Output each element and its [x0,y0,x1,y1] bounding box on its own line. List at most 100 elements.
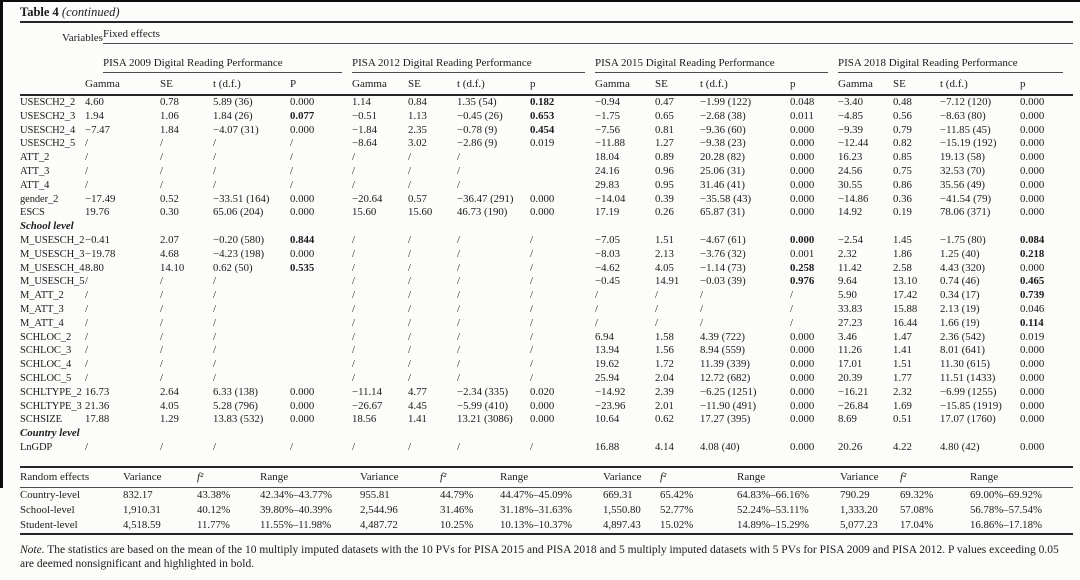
table-cell: 39.80%–40.39% [260,503,332,516]
table-cell: / [160,137,163,150]
table-cell: 0.65 [655,109,674,122]
table-cell: 65.87 (31) [700,206,745,219]
table-cell: 0.000 [1020,192,1045,205]
table-cell: 19.62 [595,358,620,371]
table-cell: 0.084 [1020,233,1045,246]
table-cell: / [408,233,411,246]
scan-edge-top [0,0,1080,2]
table-cell: / [352,247,355,260]
table-cell: 1.94 [85,109,104,122]
table-cell: 0.84 [408,96,427,108]
table-cell: 0.000 [1020,109,1045,122]
table-row: SCHLOC_4 / / / / / / / 19.62 1.72 11.39 (339) 0.000… [20,358,1073,372]
table-cell: / [160,330,163,343]
table-cell: 13.21 (3086) [457,413,513,426]
table-row: M_ATT_4 / / / / / / / / / / / 27.23 16.44 1.66 (19) 0.1… [20,317,1073,331]
table-row: M_USESCH_5// / / / / / −0.45 14.91 −0.03 (39) 0.9… [20,275,1073,289]
table-cell: 0.000 [530,413,555,426]
table-cell: 0.739 [1020,289,1045,302]
table-row: gender_2 −17.49 0.52 −33.51 (164) 0.000 −20.6… [20,193,1073,207]
table-row: M_USESCH_4 8.80 14.10 0.62 (50) 0.535 / / / / −4.… [20,262,1073,276]
table-cell: −11.88 [595,137,625,150]
table-cell: 17.27 (395) [700,413,751,426]
row-label: LnGDP [20,441,53,453]
table-cell: / [457,289,460,302]
random-col-header-f-0: f² [197,466,260,488]
table-cell [530,165,595,179]
table-cell: 0.048 [790,96,815,108]
table-cell: 56.78%–57.54% [970,503,1042,516]
table-cell: 0.000 [290,192,315,205]
table-cell: 0.258 [790,261,815,274]
table-cell: / [408,261,411,274]
table-cell: −1.75 [595,109,620,122]
table-cell: 5.89 (36) [213,96,253,108]
table-cell: 0.000 [1020,96,1045,108]
table-cell: 0.81 [655,123,674,136]
table-cell: 44.47%–45.09% [500,488,572,501]
table-row: USESCH2_2 4.60 0.78 5.89 (36) 0.000 1.14 0.84 1… [20,95,1073,110]
table-cell: 0.000 [1020,440,1045,453]
table-cell: 0.000 [1020,344,1045,357]
table-cell: 0.000 [790,330,815,343]
section-row: School level [20,220,1073,234]
table-cell: / [85,344,88,357]
table-cell: 1.41 [893,344,912,357]
table-cell [290,344,352,358]
table-cell: 1.51 [655,233,674,246]
row-label: M_USESCH_2 [20,234,85,246]
header-row-groups: PISA 2009 Digital Reading Performance PI… [20,46,1073,73]
table-cell: / [352,164,355,177]
table-cell: 33.83 [838,302,863,315]
table-cell: −0.41 [85,233,110,246]
table-cell: −20.64 [352,192,383,205]
table-cell: −2.54 [838,233,863,246]
table-cell: 4.45 [408,399,427,412]
table-row: SCHLTYPE_3 21.36 4.05 5.28 (796) 0.000 −26.67… [20,400,1073,414]
table-cell: / [530,247,533,260]
table-cell: 9.64 [838,275,857,288]
table-cell: 0.001 [790,247,815,260]
table-cell: 0.86 [893,178,912,191]
table-cell: 4.08 (40) [700,440,740,453]
table-row: USESCH2_5 / / / / −8.64 3.02 −2.86 (9) 0.019 −11.… [20,137,1073,151]
table-cell: 52.24%–53.11% [737,503,809,516]
table-note: Note. The statistics are based on the me… [20,543,1069,572]
table-cell: / [790,316,793,329]
table-cell: 10.64 [595,413,620,426]
row-label: USESCH2_4 [20,124,76,136]
table-row: ATT_3 / / / / / / / 24.16 0.96 25.06 (31) 0.000 24.5… [20,165,1073,179]
empty-cell [20,73,85,96]
table-cell: 0.000 [1020,261,1045,274]
table-cell: −4.62 [595,261,620,274]
table-cell: / [530,358,533,371]
table-cell: 24.16 [595,164,620,177]
table-cell: 0.000 [290,123,315,136]
row-label: Country-level [20,488,80,501]
table-cell: / [85,151,88,164]
table-cell: 0.000 [290,96,315,108]
table-cell: 0.000 [790,137,815,150]
table-cell: / [85,302,88,315]
table-cell: / [213,178,216,191]
table-cell: / [457,178,460,191]
table-cell: 18.56 [352,413,377,426]
table-cell: / [457,358,460,371]
table-cell: / [352,289,355,302]
table-cell: 14.91 [655,275,680,288]
table-cell: 0.000 [290,399,315,412]
table-cell: 0.535 [290,261,315,274]
table-cell: −33.51 (164) [213,192,270,205]
table-cell: −0.20 (580) [213,233,265,246]
random-col-header-variance-0: Variance [123,466,197,488]
table-cell: / [530,289,533,302]
table-cell: 31.46 (41) [700,178,745,191]
group-header-2015: PISA 2015 Digital Reading Performance [595,46,838,73]
table-cell: / [290,178,293,191]
table-cell: 4.05 [160,399,179,412]
random-col-header-f-2: f² [660,466,737,488]
table-cell: 5,077.23 [840,518,878,531]
table-cell: / [290,440,293,453]
table-cell: −0.45 [595,275,620,288]
table-cell: −4.23 (198) [213,247,265,260]
